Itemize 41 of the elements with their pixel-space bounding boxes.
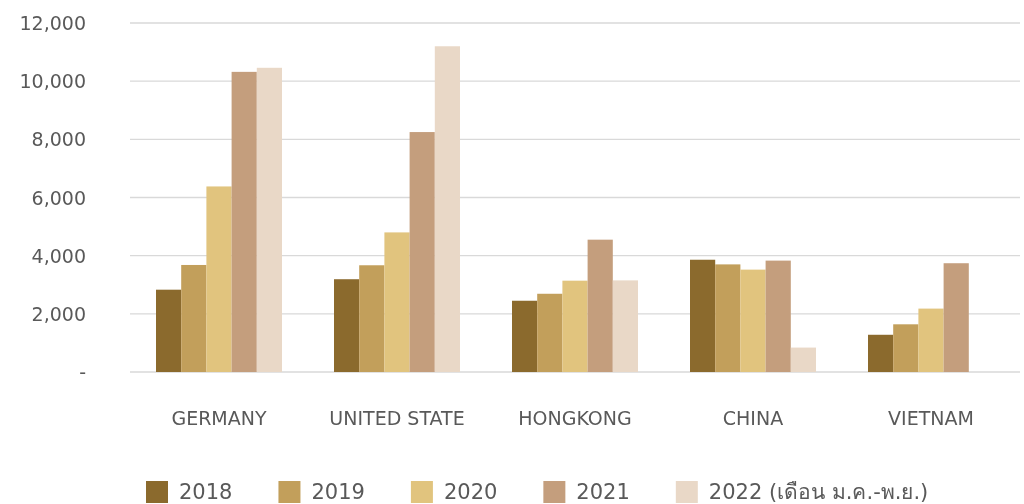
bar xyxy=(156,289,182,372)
bar xyxy=(690,259,716,372)
legend-label: 2021 xyxy=(576,480,630,504)
y-tick-label: 6,000 xyxy=(31,186,86,209)
bar xyxy=(612,280,638,372)
bar xyxy=(943,263,969,372)
bar xyxy=(918,308,944,372)
bar xyxy=(206,186,232,372)
x-tick-label: GERMANY xyxy=(171,407,267,429)
bar xyxy=(587,239,613,372)
bar xyxy=(359,265,385,372)
legend-label: 2018 xyxy=(179,480,233,504)
bar xyxy=(790,347,816,372)
bar xyxy=(715,264,741,372)
bar xyxy=(384,232,410,372)
x-tick-label: UNITED STATE xyxy=(329,407,465,429)
y-tick-label: 10,000 xyxy=(19,70,86,93)
bar xyxy=(537,293,563,372)
x-tick-label: HONGKONG xyxy=(518,407,632,429)
legend-label: 2020 xyxy=(443,480,498,504)
bar xyxy=(181,264,207,372)
bar xyxy=(512,300,538,372)
bar xyxy=(256,67,282,372)
bar xyxy=(740,269,766,372)
bar xyxy=(765,260,791,372)
bar xyxy=(893,324,919,372)
bar xyxy=(434,46,460,372)
legend-label: 2022 (เดือน ม.ค.-พ.ย.) xyxy=(708,480,929,504)
y-tick-label: 4,000 xyxy=(31,244,86,267)
y-tick-label: - xyxy=(79,361,86,383)
x-tick-label: VIETNAM xyxy=(888,407,974,429)
x-tick-label: CHINA xyxy=(722,407,784,429)
y-tick-label: 12,000 xyxy=(19,12,86,34)
bar xyxy=(334,279,360,372)
bar xyxy=(868,334,894,372)
y-tick-label: 8,000 xyxy=(31,128,86,151)
bar xyxy=(562,280,588,372)
bar xyxy=(231,71,257,372)
bar xyxy=(409,132,435,372)
legend-label: 2019 xyxy=(311,480,365,504)
y-tick-label: 2,000 xyxy=(31,302,86,325)
